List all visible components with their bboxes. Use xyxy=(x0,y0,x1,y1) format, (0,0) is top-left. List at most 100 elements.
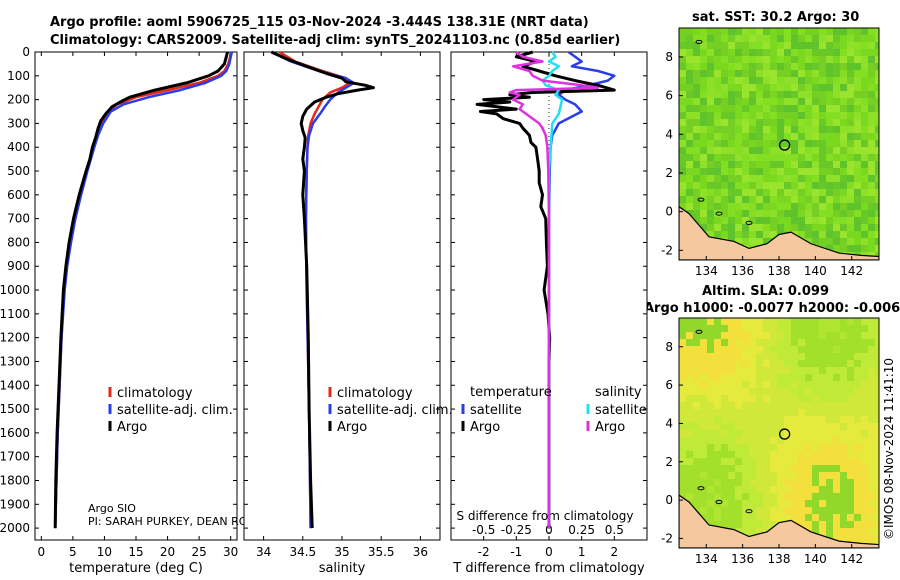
map-cell xyxy=(728,63,735,70)
map-cell xyxy=(700,140,707,147)
map-cell xyxy=(749,175,756,182)
map-cell xyxy=(770,395,777,402)
map-cell xyxy=(679,70,686,77)
map-cell xyxy=(742,161,749,168)
map-cell xyxy=(714,182,721,189)
map-cell xyxy=(763,196,770,203)
map-cell xyxy=(714,35,721,42)
map-cell xyxy=(854,437,861,444)
map-cell xyxy=(819,444,826,451)
map-cell xyxy=(805,507,812,514)
map-cell xyxy=(784,332,791,339)
map-cell xyxy=(840,238,847,245)
map-cell xyxy=(868,318,875,325)
map-cell xyxy=(798,451,805,458)
map-cell xyxy=(868,339,875,346)
map-cell xyxy=(847,367,854,374)
map-cell xyxy=(686,486,693,493)
map-cell xyxy=(721,521,728,528)
map-cell xyxy=(812,507,819,514)
map-cell xyxy=(784,175,791,182)
map-cell xyxy=(693,402,700,409)
map-cell xyxy=(826,339,833,346)
map-cell xyxy=(742,238,749,245)
map-cell xyxy=(763,210,770,217)
map-cell xyxy=(770,154,777,161)
map-cell xyxy=(735,346,742,353)
map-cell xyxy=(777,472,784,479)
map-cell xyxy=(686,374,693,381)
map-cell xyxy=(763,388,770,395)
map-cell xyxy=(784,147,791,154)
map-cell xyxy=(854,402,861,409)
map-cell xyxy=(819,486,826,493)
map-cell xyxy=(742,339,749,346)
map-cell xyxy=(819,430,826,437)
map-cell xyxy=(791,514,798,521)
depth-tick-label: 800 xyxy=(7,235,30,249)
map-cell xyxy=(833,105,840,112)
map-cell xyxy=(819,318,826,325)
map-cell xyxy=(833,63,840,70)
map-cell xyxy=(826,28,833,35)
map-cell xyxy=(826,126,833,133)
map-cell xyxy=(728,437,735,444)
map-cell xyxy=(777,332,784,339)
map-cell xyxy=(833,196,840,203)
map-cell xyxy=(847,112,854,119)
map-cell xyxy=(763,423,770,430)
map-cell xyxy=(868,224,875,231)
map-cell xyxy=(854,77,861,84)
map-cell xyxy=(756,182,763,189)
map-cell xyxy=(847,395,854,402)
map-cell xyxy=(840,430,847,437)
map-cell xyxy=(833,521,840,528)
map-cell xyxy=(735,388,742,395)
map-cell xyxy=(826,325,833,332)
map-cell xyxy=(826,203,833,210)
map-cell xyxy=(693,28,700,35)
map-cell xyxy=(847,161,854,168)
map-cell xyxy=(854,486,861,493)
map-cell xyxy=(721,119,728,126)
map-cell xyxy=(756,430,763,437)
map-cell xyxy=(798,35,805,42)
argo-position-marker xyxy=(778,139,791,151)
map-cell xyxy=(749,112,756,119)
map-cell xyxy=(875,28,879,35)
map-cell xyxy=(770,402,777,409)
map-cell xyxy=(763,168,770,175)
map-cell xyxy=(742,126,749,133)
map-cell xyxy=(798,339,805,346)
map-cell xyxy=(812,360,819,367)
map-cell xyxy=(826,238,833,245)
map-cell xyxy=(861,238,868,245)
map-cell xyxy=(777,325,784,332)
map-cell xyxy=(777,84,784,91)
map-cell xyxy=(819,332,826,339)
map-cell xyxy=(868,196,875,203)
map-cell xyxy=(840,196,847,203)
map-cell xyxy=(721,231,728,238)
map-cell xyxy=(791,318,798,325)
map-cell xyxy=(875,367,879,374)
map-cell xyxy=(721,182,728,189)
depth-tick-label: 400 xyxy=(7,140,30,154)
map-cell xyxy=(749,486,756,493)
map-cell xyxy=(826,161,833,168)
map-cell xyxy=(700,381,707,388)
island xyxy=(745,220,753,225)
map-cell xyxy=(875,360,879,367)
map-cell xyxy=(826,493,833,500)
map-cell xyxy=(693,374,700,381)
map-cell xyxy=(756,49,763,56)
map-cell xyxy=(784,381,791,388)
map-cell xyxy=(707,472,714,479)
map-cell xyxy=(679,346,686,353)
map-cell xyxy=(784,430,791,437)
map-cell xyxy=(728,77,735,84)
map-y-tick-label: 8 xyxy=(665,340,673,354)
map-cell xyxy=(812,49,819,56)
map-cell xyxy=(868,175,875,182)
map-cell xyxy=(700,182,707,189)
